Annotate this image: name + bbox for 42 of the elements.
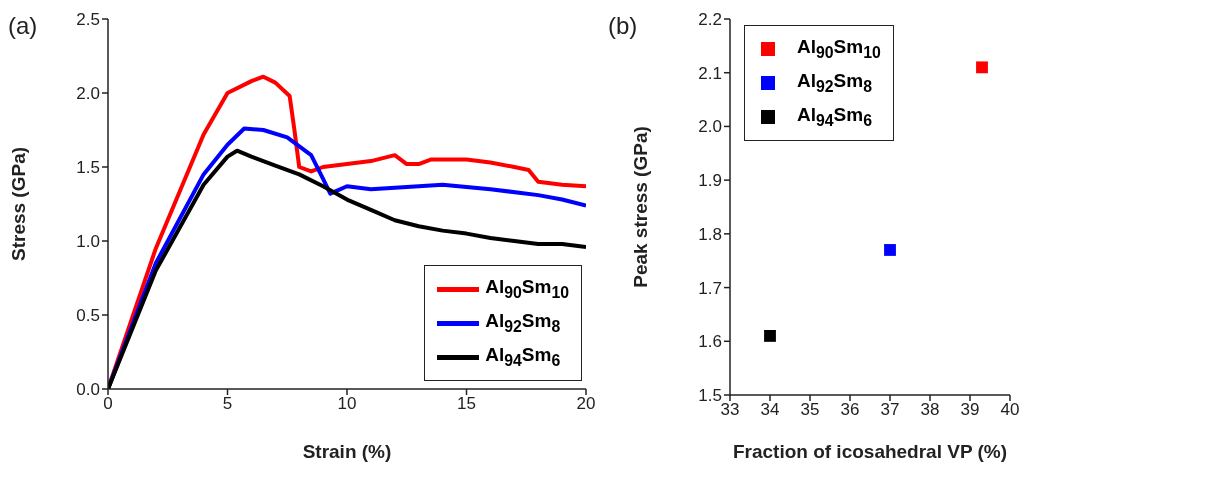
x-tick-label: 34 <box>760 400 780 420</box>
y-tick-label: 0.5 <box>76 306 100 326</box>
x-tick-label: 5 <box>222 394 233 414</box>
y-axis-title: Stress (GPa) <box>7 146 29 262</box>
x-tick-label: 39 <box>960 400 980 420</box>
y-tick-label: 1.7 <box>698 278 722 298</box>
legend-label: Al$_{94}$Sm$_{6}$ <box>485 344 561 370</box>
x-tick-label: 35 <box>800 400 820 420</box>
y-tick-label: 1.8 <box>698 224 722 244</box>
x-tick-label: 20 <box>576 394 596 414</box>
y-tick-label: 2.5 <box>76 10 100 30</box>
y-tick-label: 2.2 <box>698 10 722 30</box>
chart-title: (a) <box>8 12 38 40</box>
y-tick-label: 2.1 <box>698 63 722 83</box>
y-tick-label: 2.0 <box>76 84 100 104</box>
legend-label: Al$_{90}$Sm$_{10}$ <box>797 36 881 62</box>
y-tick-label: 0.0 <box>76 380 100 400</box>
y-tick-label: 2.0 <box>698 117 722 137</box>
x-tick-label: 0 <box>103 394 113 414</box>
x-tick-label: 10 <box>337 394 357 414</box>
y-tick-label: 1.6 <box>698 332 722 352</box>
y-tick-label: 1.9 <box>698 171 722 191</box>
legend-label: Al$_{90}$Sm$_{10}$ <box>485 276 569 302</box>
legend-label: Al$_{92}$Sm$_{8}$ <box>797 70 872 96</box>
x-axis-title: Fraction of icosahedral VP (%) <box>732 441 1008 462</box>
y-tick-label: 1.5 <box>76 158 100 178</box>
chart-title: (b) <box>608 12 638 40</box>
y-axis-title: Peak stress (GPa) <box>629 126 651 288</box>
x-axis-title: Strain (%) <box>302 441 392 462</box>
y-tick-label: 1.5 <box>698 386 722 406</box>
point <box>884 244 896 256</box>
x-tick-label: 40 <box>1000 400 1020 420</box>
x-tick-label: 36 <box>840 400 860 420</box>
point <box>976 61 988 74</box>
x-tick-label: 15 <box>457 394 476 414</box>
y-tick-label: 1.0 <box>76 232 100 252</box>
legend-label: Al$_{94}$Sm$_{6}$ <box>797 104 872 130</box>
x-tick-label: 38 <box>920 400 940 420</box>
x-tick-label: 33 <box>720 400 740 420</box>
point <box>764 330 776 342</box>
x-tick-label: 37 <box>880 400 900 420</box>
legend-label: Al$_{92}$Sm$_{8}$ <box>485 310 561 336</box>
